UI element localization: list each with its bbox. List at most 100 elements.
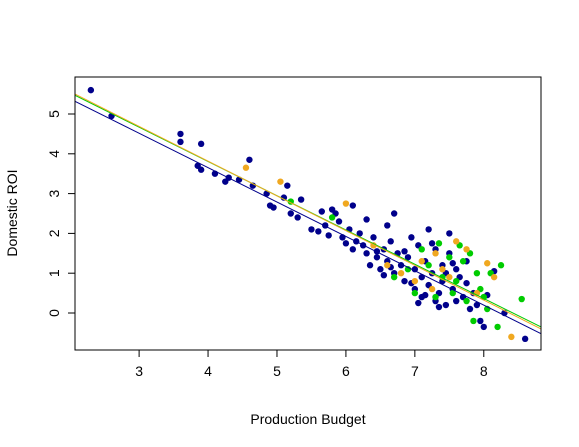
y-tick-label: 5 xyxy=(46,110,62,118)
scatter-point xyxy=(356,230,363,237)
scatter-point xyxy=(390,273,398,281)
scatter-point xyxy=(246,156,253,163)
scatter-point xyxy=(453,297,460,305)
scatter-point xyxy=(449,260,456,267)
x-tick-label: 4 xyxy=(204,363,212,379)
scatter-point xyxy=(497,262,505,269)
scatter-point xyxy=(325,232,332,239)
scatter-point xyxy=(435,240,443,247)
y-axis: 0 1 2 3 4 5 xyxy=(46,110,75,317)
scatter-point xyxy=(411,266,419,273)
y-tick-label: 3 xyxy=(46,190,62,198)
scatter-point xyxy=(335,218,343,225)
scatter-point xyxy=(473,301,481,309)
scatter-point xyxy=(490,273,498,281)
scatter-point xyxy=(415,299,422,307)
scatter-point xyxy=(197,140,205,148)
scatter-point xyxy=(494,323,501,331)
scatter-point xyxy=(442,301,450,309)
plot-frame xyxy=(74,76,542,351)
y-tick-label: 2 xyxy=(46,229,62,237)
y-axis-title: Domestic ROI xyxy=(4,169,20,256)
scatter-point xyxy=(480,323,487,331)
scatter-point xyxy=(432,250,439,257)
scatter-point xyxy=(373,254,381,261)
x-tick-label: 7 xyxy=(411,363,419,379)
scatter-point xyxy=(446,273,453,281)
regression-line xyxy=(75,100,541,335)
scatter-point xyxy=(484,260,491,267)
scatter-point xyxy=(363,216,370,223)
regression-line xyxy=(75,93,541,330)
scatter-point xyxy=(425,226,432,233)
x-axis-title: Production Budget xyxy=(250,411,365,427)
scatter-point xyxy=(342,240,350,247)
scatter-point xyxy=(421,291,429,299)
scatter-point xyxy=(477,317,484,325)
scatter-point xyxy=(349,202,357,209)
x-tick-label: 6 xyxy=(342,363,350,379)
scatter-point xyxy=(401,248,408,255)
scatter-point xyxy=(280,194,288,201)
y-tick-label: 4 xyxy=(46,150,62,158)
scatter-point xyxy=(418,273,425,281)
x-tick-label: 5 xyxy=(273,363,281,379)
scatter-point xyxy=(428,285,436,293)
scatter-point xyxy=(370,234,377,241)
x-axis: 3 4 5 6 7 8 xyxy=(135,350,488,379)
scatter-point xyxy=(366,262,374,269)
scatter-point xyxy=(380,271,388,279)
scatter-point xyxy=(242,164,250,171)
scatter-point xyxy=(328,214,336,221)
scatter-point xyxy=(377,266,384,273)
scatter-point xyxy=(480,293,487,301)
scatter-point xyxy=(318,208,325,215)
scatter-point xyxy=(287,210,294,217)
scatter-point xyxy=(446,230,453,237)
scatter-point xyxy=(342,200,350,207)
scatter-point xyxy=(432,293,439,301)
y-tick-label: 1 xyxy=(46,269,62,277)
scatter-point xyxy=(453,277,460,285)
scatter-point xyxy=(384,262,391,269)
scatter-point xyxy=(404,254,412,261)
scatter-point xyxy=(449,289,456,297)
scatter-point xyxy=(453,266,460,273)
scatter-point xyxy=(425,262,432,269)
scatter-point xyxy=(87,86,95,94)
scatter-point xyxy=(408,234,415,241)
scatter-point xyxy=(297,196,305,203)
scatter-point xyxy=(418,246,425,253)
scatter-point xyxy=(521,335,529,343)
scatter-point xyxy=(411,277,419,285)
scatter-point xyxy=(411,289,419,297)
plot-content xyxy=(75,86,541,343)
scatter-point xyxy=(508,333,515,341)
x-tick-label: 3 xyxy=(135,363,143,379)
scatter-point xyxy=(177,130,184,138)
scatter-point xyxy=(463,246,470,253)
scatter-point xyxy=(397,269,405,277)
scatter-point xyxy=(363,250,370,257)
scatter-point xyxy=(284,182,291,189)
scatter-point xyxy=(315,228,322,235)
scatter-point xyxy=(401,277,408,285)
scatter-point xyxy=(470,317,477,325)
scatter-point xyxy=(390,210,398,217)
y-tick-label: 0 xyxy=(46,309,62,317)
scatter-point xyxy=(463,297,470,305)
scatter-point xyxy=(197,166,205,173)
scatter-point xyxy=(463,279,470,287)
scatter-point xyxy=(418,258,425,265)
scatter-point xyxy=(466,305,474,313)
scatter-point xyxy=(435,303,443,311)
scatter-point xyxy=(459,258,467,265)
scatter-point xyxy=(518,295,525,303)
scatter-point xyxy=(384,222,391,229)
scatter-point xyxy=(439,266,446,273)
scatter-point xyxy=(308,226,315,233)
scatter-point xyxy=(349,246,357,253)
scatter-point xyxy=(177,138,184,146)
x-tick-label: 8 xyxy=(480,363,488,379)
